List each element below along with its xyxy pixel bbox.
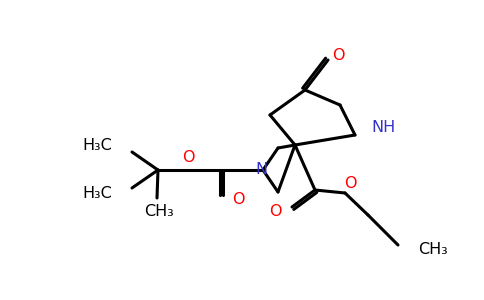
Text: H₃C: H₃C bbox=[82, 187, 112, 202]
Text: H₃C: H₃C bbox=[82, 139, 112, 154]
Text: N: N bbox=[255, 163, 267, 178]
Text: NH: NH bbox=[371, 119, 395, 134]
Text: O: O bbox=[232, 193, 244, 208]
Text: O: O bbox=[332, 47, 344, 62]
Text: O: O bbox=[182, 151, 194, 166]
Text: CH₃: CH₃ bbox=[418, 242, 448, 257]
Text: O: O bbox=[344, 176, 356, 190]
Text: O: O bbox=[270, 205, 282, 220]
Text: CH₃: CH₃ bbox=[144, 205, 174, 220]
